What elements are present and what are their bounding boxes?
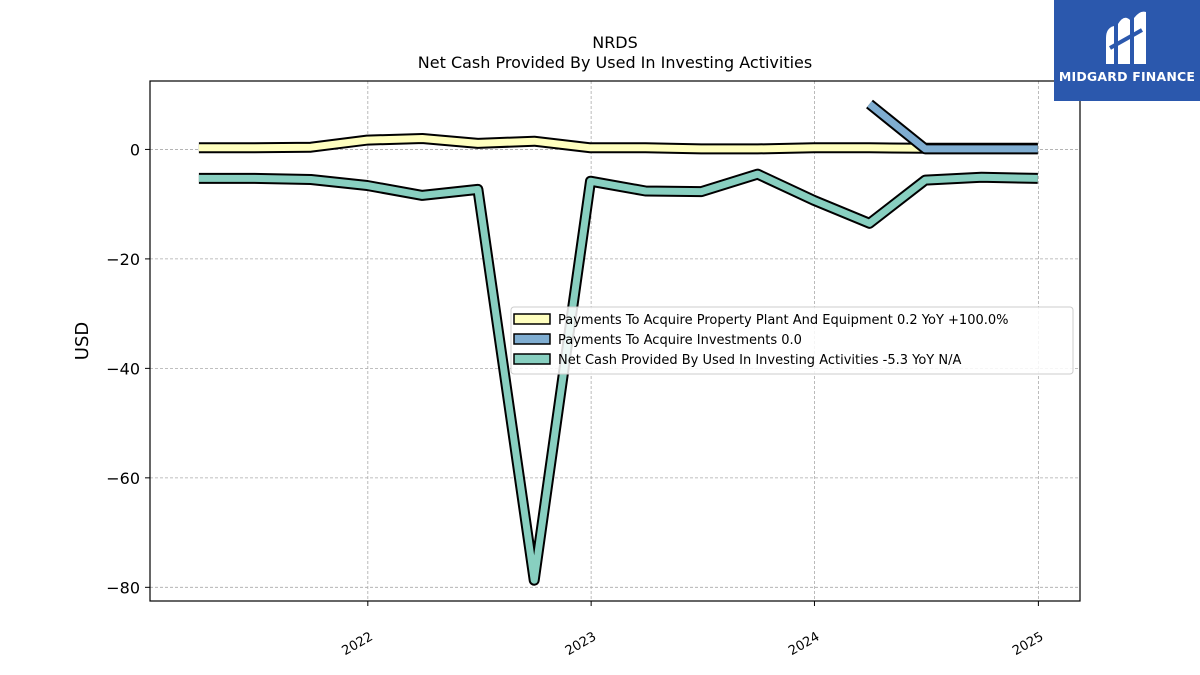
y-tick-label: 0: [130, 140, 140, 159]
y-tick-label: −60: [106, 469, 140, 488]
x-tick-label: 2022: [340, 629, 376, 659]
legend-label: Payments To Acquire Property Plant And E…: [558, 313, 1009, 328]
legend: Payments To Acquire Property Plant And E…: [510, 306, 1074, 375]
series-line: [198, 170, 1038, 584]
x-tick-label: 2025: [1010, 629, 1046, 659]
series-line-outline: [198, 168, 1038, 586]
series-payments-to-acquire-property-plant-and-equipment: [198, 133, 1038, 155]
x-tick-label: 2024: [786, 629, 822, 659]
legend-item: Net Cash Provided By Used In Investing A…: [513, 353, 961, 368]
brand-name: MIDGARD FINANCE: [1058, 69, 1196, 84]
y-tick-label: −20: [106, 250, 140, 269]
legend-swatch: [513, 353, 551, 365]
x-axis: 2022 2023 2024 2025: [340, 601, 1046, 659]
chart-title: NRDS: [592, 33, 638, 52]
legend-item: Payments To Acquire Investments 0.0: [513, 333, 802, 348]
legend-item: Payments To Acquire Property Plant And E…: [513, 313, 1009, 328]
y-axis-label: USD: [72, 322, 93, 360]
legend-box: [510, 306, 1074, 375]
brand-logo: MIDGARD FINANCE: [1054, 0, 1200, 101]
chart-subtitle: Net Cash Provided By Used In Investing A…: [418, 53, 812, 72]
series-line: [867, 101, 1038, 153]
y-tick-label: −80: [106, 578, 140, 597]
x-tick-label: 2023: [563, 629, 599, 659]
plot-frame: [149, 80, 1081, 602]
legend-label: Net Cash Provided By Used In Investing A…: [558, 353, 961, 368]
legend-swatch: [513, 313, 551, 325]
series-net-cash-provided-by-used-in-investing-activities: [198, 168, 1038, 586]
y-axis: 0 −20 −40 −60 −80: [106, 140, 150, 597]
legend-label: Payments To Acquire Investments 0.0: [558, 333, 802, 348]
series-line: [198, 135, 1038, 153]
midgard-logo-icon: [1106, 11, 1146, 65]
series-layer: [198, 99, 1038, 586]
y-tick-label: −40: [106, 359, 140, 378]
series-payments-to-acquire-investments: [866, 99, 1038, 155]
legend-swatch: [513, 333, 551, 345]
